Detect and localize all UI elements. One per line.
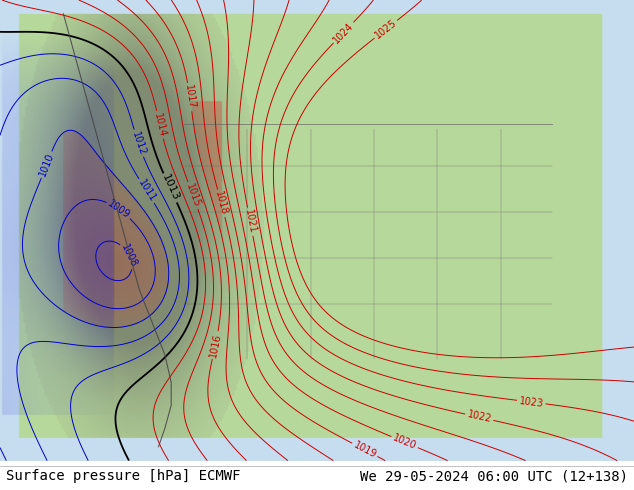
Text: We 29-05-2024 06:00 UTC (12+138): We 29-05-2024 06:00 UTC (12+138): [359, 469, 628, 483]
Text: 1010: 1010: [37, 151, 56, 178]
Text: 1017: 1017: [183, 84, 197, 110]
Text: 1020: 1020: [391, 433, 418, 451]
Text: 1016: 1016: [208, 332, 223, 358]
Text: 1008: 1008: [120, 242, 139, 269]
Text: Surface pressure [hPa] ECMWF: Surface pressure [hPa] ECMWF: [6, 469, 241, 483]
Text: 1018: 1018: [213, 190, 230, 217]
Text: 1012: 1012: [130, 130, 147, 156]
Text: 1011: 1011: [136, 178, 157, 204]
Text: 1015: 1015: [184, 182, 202, 209]
Text: 1022: 1022: [466, 410, 493, 425]
Text: 1013: 1013: [160, 173, 181, 203]
Text: 1024: 1024: [332, 20, 356, 45]
Text: 1021: 1021: [243, 209, 257, 235]
Text: 1023: 1023: [519, 395, 544, 409]
Text: 1025: 1025: [373, 18, 399, 41]
Text: 1009: 1009: [106, 198, 132, 220]
Text: 1014: 1014: [152, 112, 167, 138]
Text: 1019: 1019: [352, 440, 378, 460]
